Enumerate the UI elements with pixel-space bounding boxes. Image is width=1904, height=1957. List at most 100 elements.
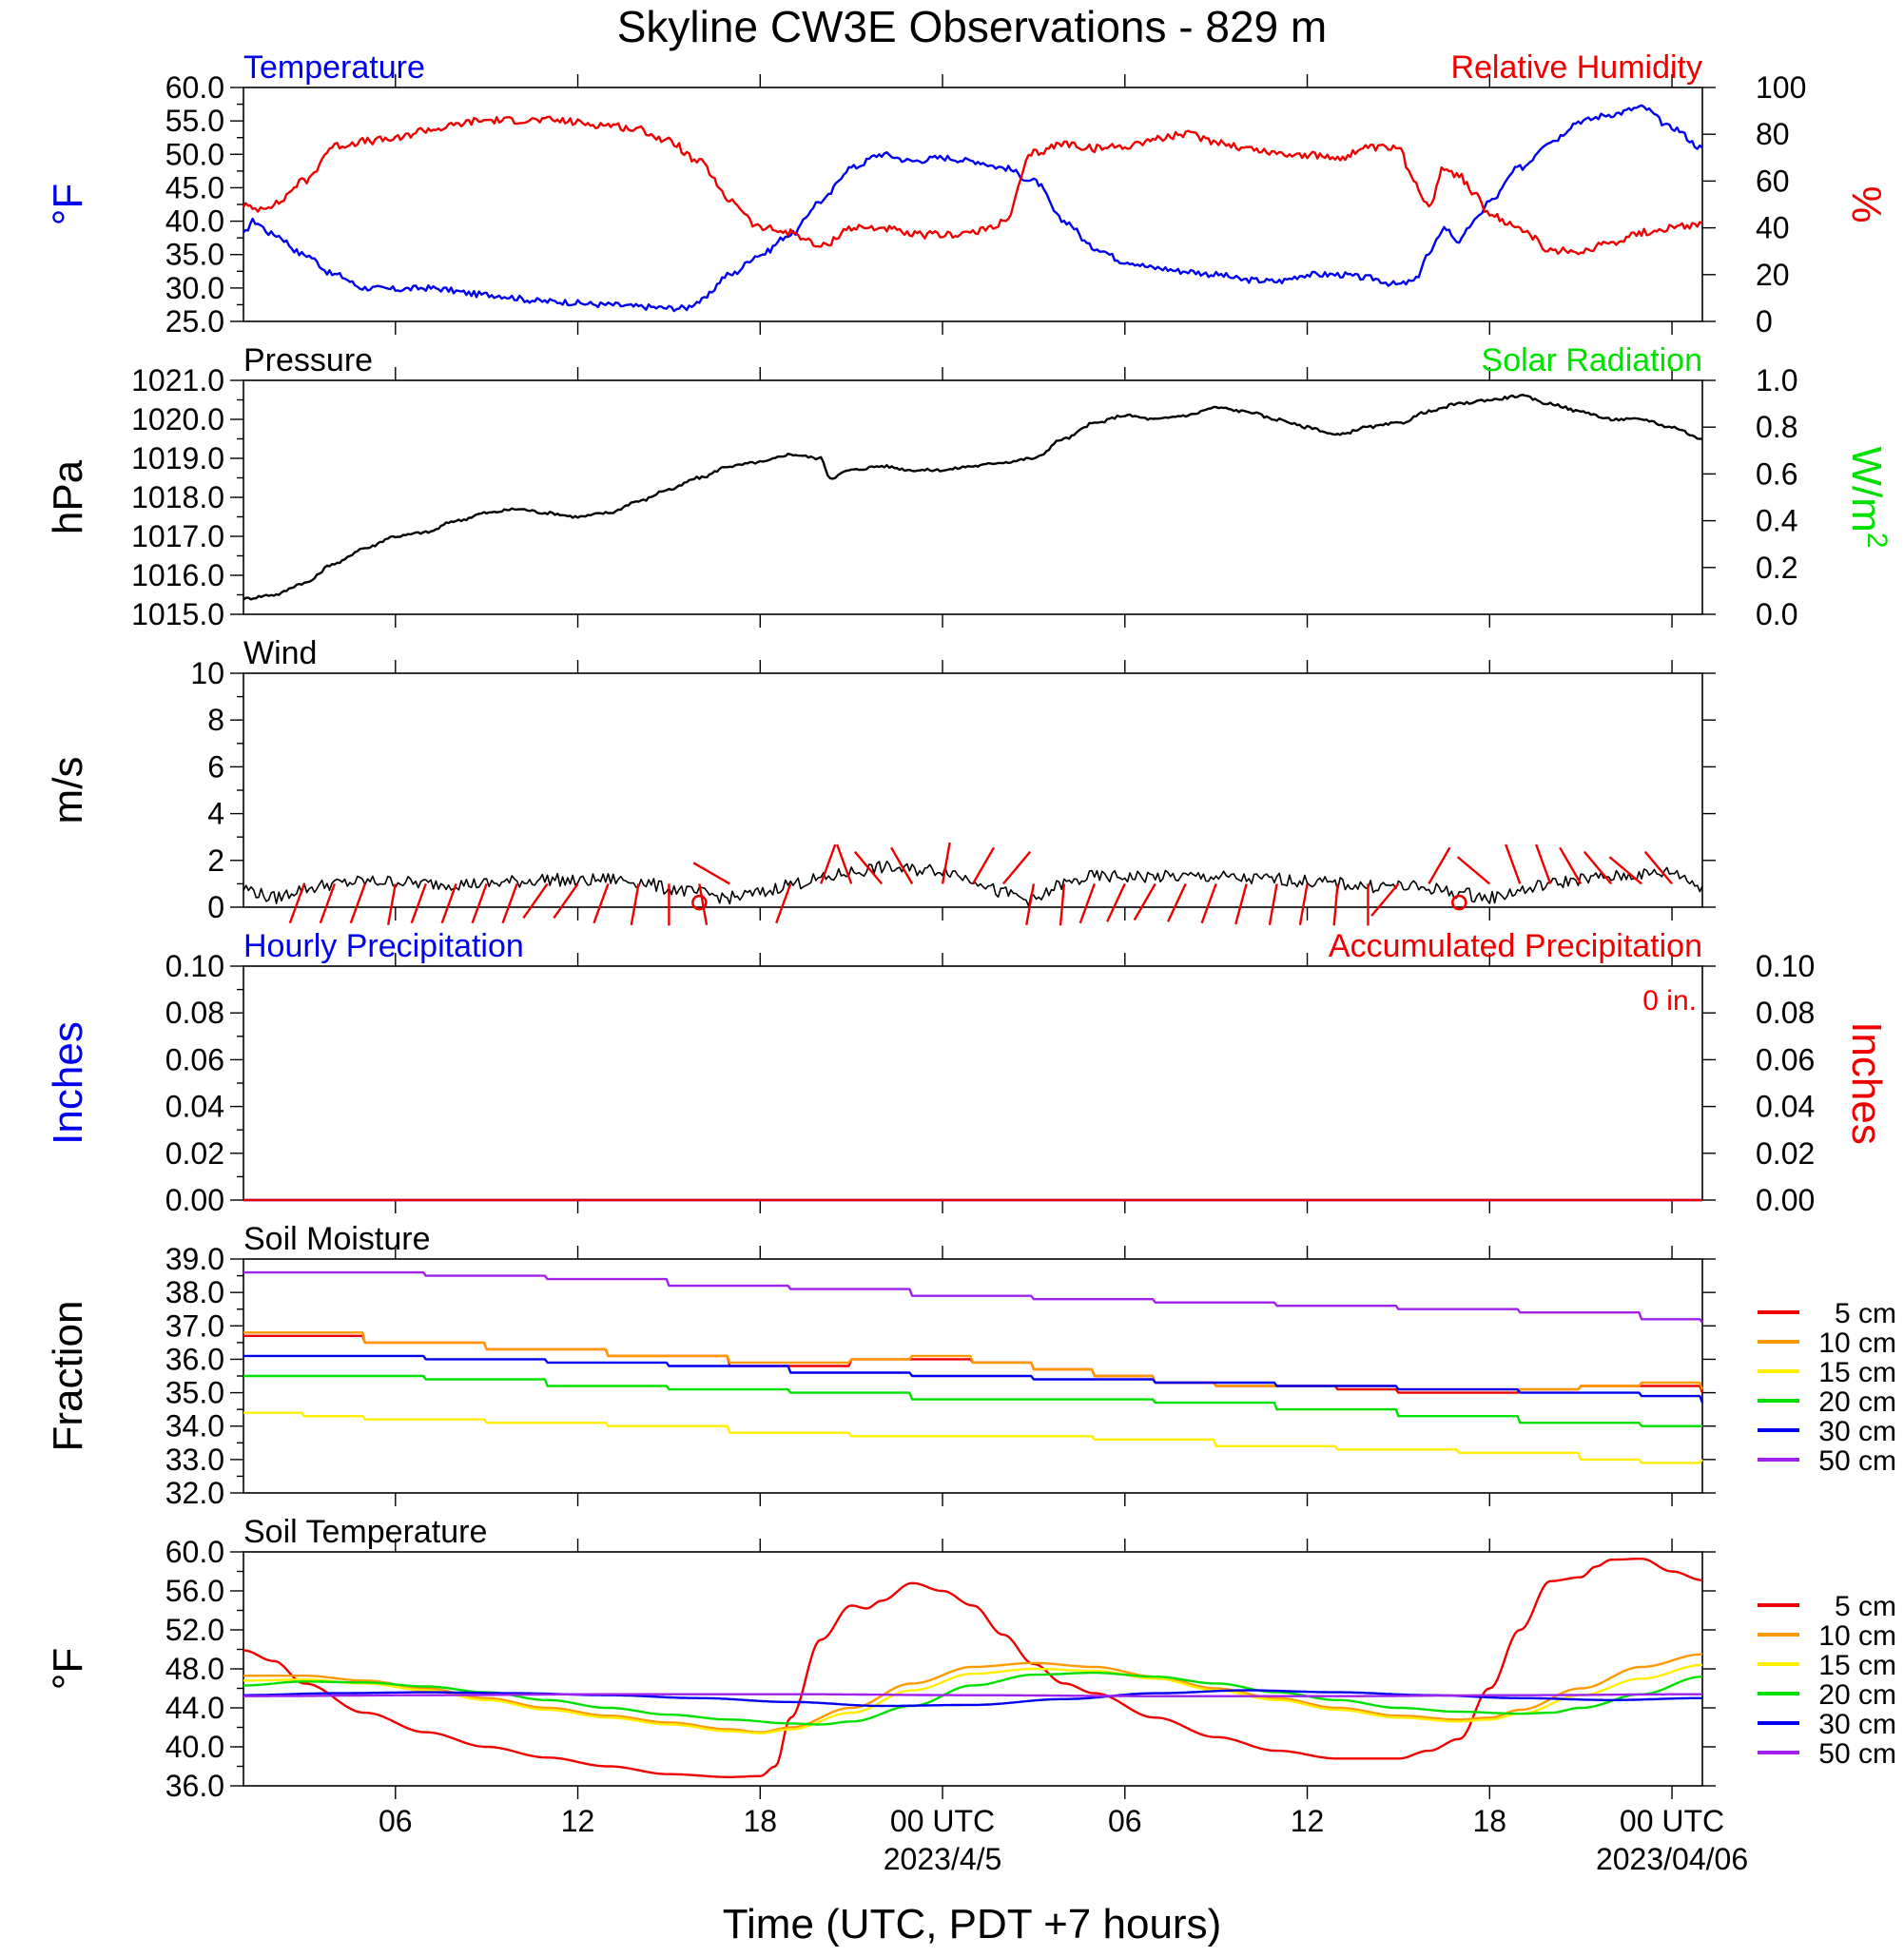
series-line-30-cm <box>243 1354 1704 1404</box>
legend-label: 20 cm <box>1818 1679 1896 1711</box>
wind-barb <box>1234 883 1248 925</box>
wind-barb <box>1608 856 1642 885</box>
x-date-label: 2023/4/5 <box>884 1842 1002 1876</box>
wind-barb <box>941 842 951 884</box>
wind-barb <box>349 882 366 924</box>
wind-barb <box>698 883 709 925</box>
legend-label: 10 cm <box>1818 1620 1896 1652</box>
y-tick-label-left: 60.0 <box>165 1535 224 1569</box>
y-tick-label-left: 32.0 <box>165 1476 224 1510</box>
chart-title: Skyline CW3E Observations - 829 m <box>617 2 1328 51</box>
y-tick-label-right: 0.02 <box>1756 1136 1815 1171</box>
y-tick-label-right: 80 <box>1756 117 1790 151</box>
y-tick-label-right: 0.6 <box>1756 456 1797 491</box>
y-axis-label-right-superscript: 2 <box>1861 533 1893 549</box>
wind-calm-marker <box>691 894 708 911</box>
y-tick-label-left: 2 <box>207 843 224 878</box>
legend-label: 30 cm <box>1818 1416 1896 1447</box>
wind-barb <box>835 843 853 884</box>
series-line-temperature <box>243 104 1703 313</box>
legend-label: 50 cm <box>1818 1445 1896 1477</box>
x-tick-label: 06 <box>1108 1804 1142 1838</box>
wind-barb <box>1535 843 1552 884</box>
series-line-5-cm <box>243 1558 1703 1778</box>
y-axis-label-left: °F <box>45 184 91 225</box>
y-axis-label-right: Inches <box>1843 1021 1890 1145</box>
y-tick-label-left: 34.0 <box>165 1409 224 1444</box>
y-tick-label-right: 0.04 <box>1756 1090 1815 1124</box>
x-tick-label: 18 <box>1472 1804 1506 1838</box>
series-line-10-cm <box>243 1653 1703 1734</box>
y-tick-label-left: 25.0 <box>165 304 224 339</box>
legend-label: 15 cm <box>1818 1357 1896 1388</box>
panel-frame <box>243 87 1703 322</box>
y-tick-label-left: 0.06 <box>165 1042 224 1076</box>
panel-frame <box>243 379 1703 615</box>
wind-barb <box>630 883 640 925</box>
x-tick-label: 00 UTC <box>890 1804 995 1838</box>
y-tick-label-right: 0.8 <box>1756 410 1797 444</box>
y-tick-label-left: 50.0 <box>165 137 224 171</box>
wind-barb <box>593 882 610 924</box>
y-tick-label-left: 10 <box>190 656 224 690</box>
panel-soil_moisture: 32.033.034.035.036.037.038.039.0 Soil Moi… <box>45 1221 1896 1510</box>
y-axis-label-left: °F <box>45 1648 91 1690</box>
x-axis-label: Time (UTC, PDT +7 hours) <box>723 1901 1221 1947</box>
y-tick-label-left: 0.04 <box>165 1090 224 1124</box>
wind-barb <box>1456 856 1491 885</box>
panel-temp_rh: 25.030.035.040.045.050.055.060.0 0 20 40 60 8… <box>45 49 1890 339</box>
panel-title-left: Hourly Precipitation <box>243 928 524 964</box>
y-tick-label-left: 1015.0 <box>131 597 224 631</box>
panel-frame <box>243 965 1703 1201</box>
x-date-label: 2023/04/06 <box>1596 1842 1748 1876</box>
wind-barb <box>820 843 837 884</box>
y-tick-label-left: 38.0 <box>165 1275 224 1309</box>
y-tick-label-right: 0.2 <box>1756 551 1797 585</box>
y-tick-label-right: 0.10 <box>1756 949 1815 983</box>
x-tick-label: 06 <box>379 1804 413 1838</box>
panel-title-left: Soil Temperature <box>243 1514 487 1550</box>
x-axis: 06 12 18 00 UTC 2023/4/5 06 12 18 00 UTC 2023/04/… <box>379 1804 1748 1876</box>
y-tick-label-left: 1020.0 <box>131 402 224 436</box>
panel-pressure: 1015.0 1016.0 1017.0 1018.0 1019.0 1020.0 1021… <box>45 342 1893 631</box>
y-tick-label-left: 6 <box>207 749 224 784</box>
wind-barb <box>1133 882 1156 921</box>
wind-barb <box>692 862 730 885</box>
y-axis-label-right: W/m2 <box>1843 446 1893 548</box>
wind-barb <box>1643 850 1673 885</box>
panel-precip: 0.00 0.02 0.04 0.06 0.08 0.10 0.00 0.02 0.04 0.06… <box>45 928 1890 1217</box>
y-tick-label-left: 30.0 <box>165 271 224 305</box>
y-tick-label-left: 39.0 <box>165 1242 224 1276</box>
wind-barb <box>522 882 549 920</box>
y-tick-label-right: 0.06 <box>1756 1042 1815 1076</box>
wind-barb <box>553 882 579 920</box>
y-tick-label-right: 0.0 <box>1756 597 1797 631</box>
y-tick-label-left: 52.0 <box>165 1613 224 1647</box>
y-tick-label-left: 0.10 <box>165 949 224 983</box>
wind-barb <box>319 882 337 924</box>
y-tick-label-right: 0 <box>1756 304 1773 339</box>
y-tick-label-left: 0.02 <box>165 1136 224 1171</box>
series-line-15-cm <box>243 1663 1703 1734</box>
series-line-20-cm <box>243 1671 1703 1726</box>
wind-barb <box>1370 882 1400 917</box>
panel-title-left: Pressure <box>243 342 373 378</box>
y-tick-label-left: 40.0 <box>165 204 224 239</box>
y-tick-label-left: 4 <box>207 797 224 831</box>
series-line-50-cm <box>243 1693 1702 1697</box>
wind-barb <box>890 846 914 885</box>
y-tick-label-right: 20 <box>1756 258 1790 292</box>
legend-label: 20 cm <box>1818 1386 1896 1418</box>
y-axis-label-right: % <box>1843 185 1890 223</box>
wind-barb <box>1078 882 1096 924</box>
y-tick-label-left: 0.08 <box>165 996 224 1030</box>
wind-barb <box>775 882 792 924</box>
wind-barb <box>1200 882 1217 924</box>
y-tick-label-left: 1017.0 <box>131 519 224 553</box>
legend-label: 50 cm <box>1818 1738 1896 1770</box>
y-tick-label-right: 0.00 <box>1756 1183 1815 1217</box>
legend-label: 10 cm <box>1818 1327 1896 1359</box>
series-line-15-cm <box>243 1411 1703 1464</box>
y-tick-label-left: 60.0 <box>165 70 224 105</box>
